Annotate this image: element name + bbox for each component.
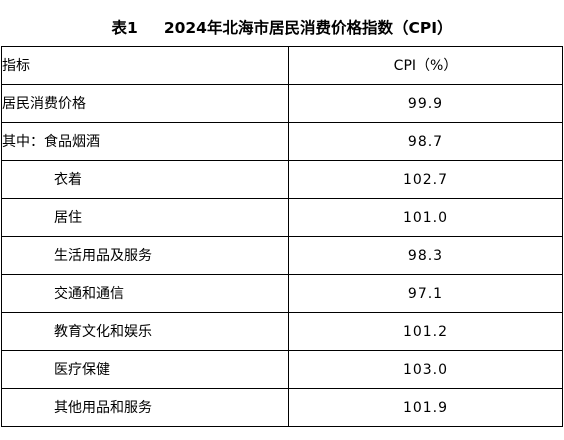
table-row: 其中：食品烟酒 98.7 — [1, 122, 563, 161]
row-label: 生活用品及服务 — [1, 236, 289, 275]
table-row: 医疗保健 103.0 — [1, 350, 563, 389]
row-value: 97.1 — [288, 274, 563, 313]
row-label: 交通和通信 — [1, 274, 289, 313]
row-label: 居住 — [1, 198, 289, 237]
table-row: 衣着 102.7 — [1, 160, 563, 199]
row-label: 教育文化和娱乐 — [1, 312, 289, 351]
row-value: 101.2 — [288, 312, 563, 351]
table-number: 表1 — [111, 19, 138, 37]
table-row: 居民消费价格 99.9 — [1, 84, 563, 123]
table-row: 生活用品及服务 98.3 — [1, 236, 563, 275]
row-label: 其中：食品烟酒 — [1, 122, 289, 161]
row-value: 102.7 — [288, 160, 563, 199]
row-value: 99.9 — [288, 84, 563, 123]
header-indicator: 指标 — [1, 46, 289, 85]
row-label: 医疗保健 — [1, 350, 289, 389]
row-label: 居民消费价格 — [1, 84, 289, 123]
row-label: 衣着 — [1, 160, 289, 199]
row-value: 101.0 — [288, 198, 563, 237]
table-title: 表1 2024年北海市居民消费价格指数（CPI） — [0, 16, 564, 40]
header-cpi: CPI（%） — [288, 46, 563, 85]
table-header-row: 指标 CPI（%） — [1, 46, 563, 85]
table-row: 教育文化和娱乐 101.2 — [1, 312, 563, 351]
table-row: 居住 101.0 — [1, 198, 563, 237]
row-value: 103.0 — [288, 350, 563, 389]
table-row: 交通和通信 97.1 — [1, 274, 563, 313]
cpi-table: 指标 CPI（%） 居民消费价格 99.9 其中：食品烟酒 98.7 衣着 10… — [1, 46, 563, 427]
table-title-text: 2024年北海市居民消费价格指数（CPI） — [163, 19, 453, 37]
row-label: 其他用品和服务 — [1, 388, 289, 427]
table-row: 其他用品和服务 101.9 — [1, 388, 563, 427]
row-value: 101.9 — [288, 388, 563, 427]
row-value: 98.3 — [288, 236, 563, 275]
row-value: 98.7 — [288, 122, 563, 161]
